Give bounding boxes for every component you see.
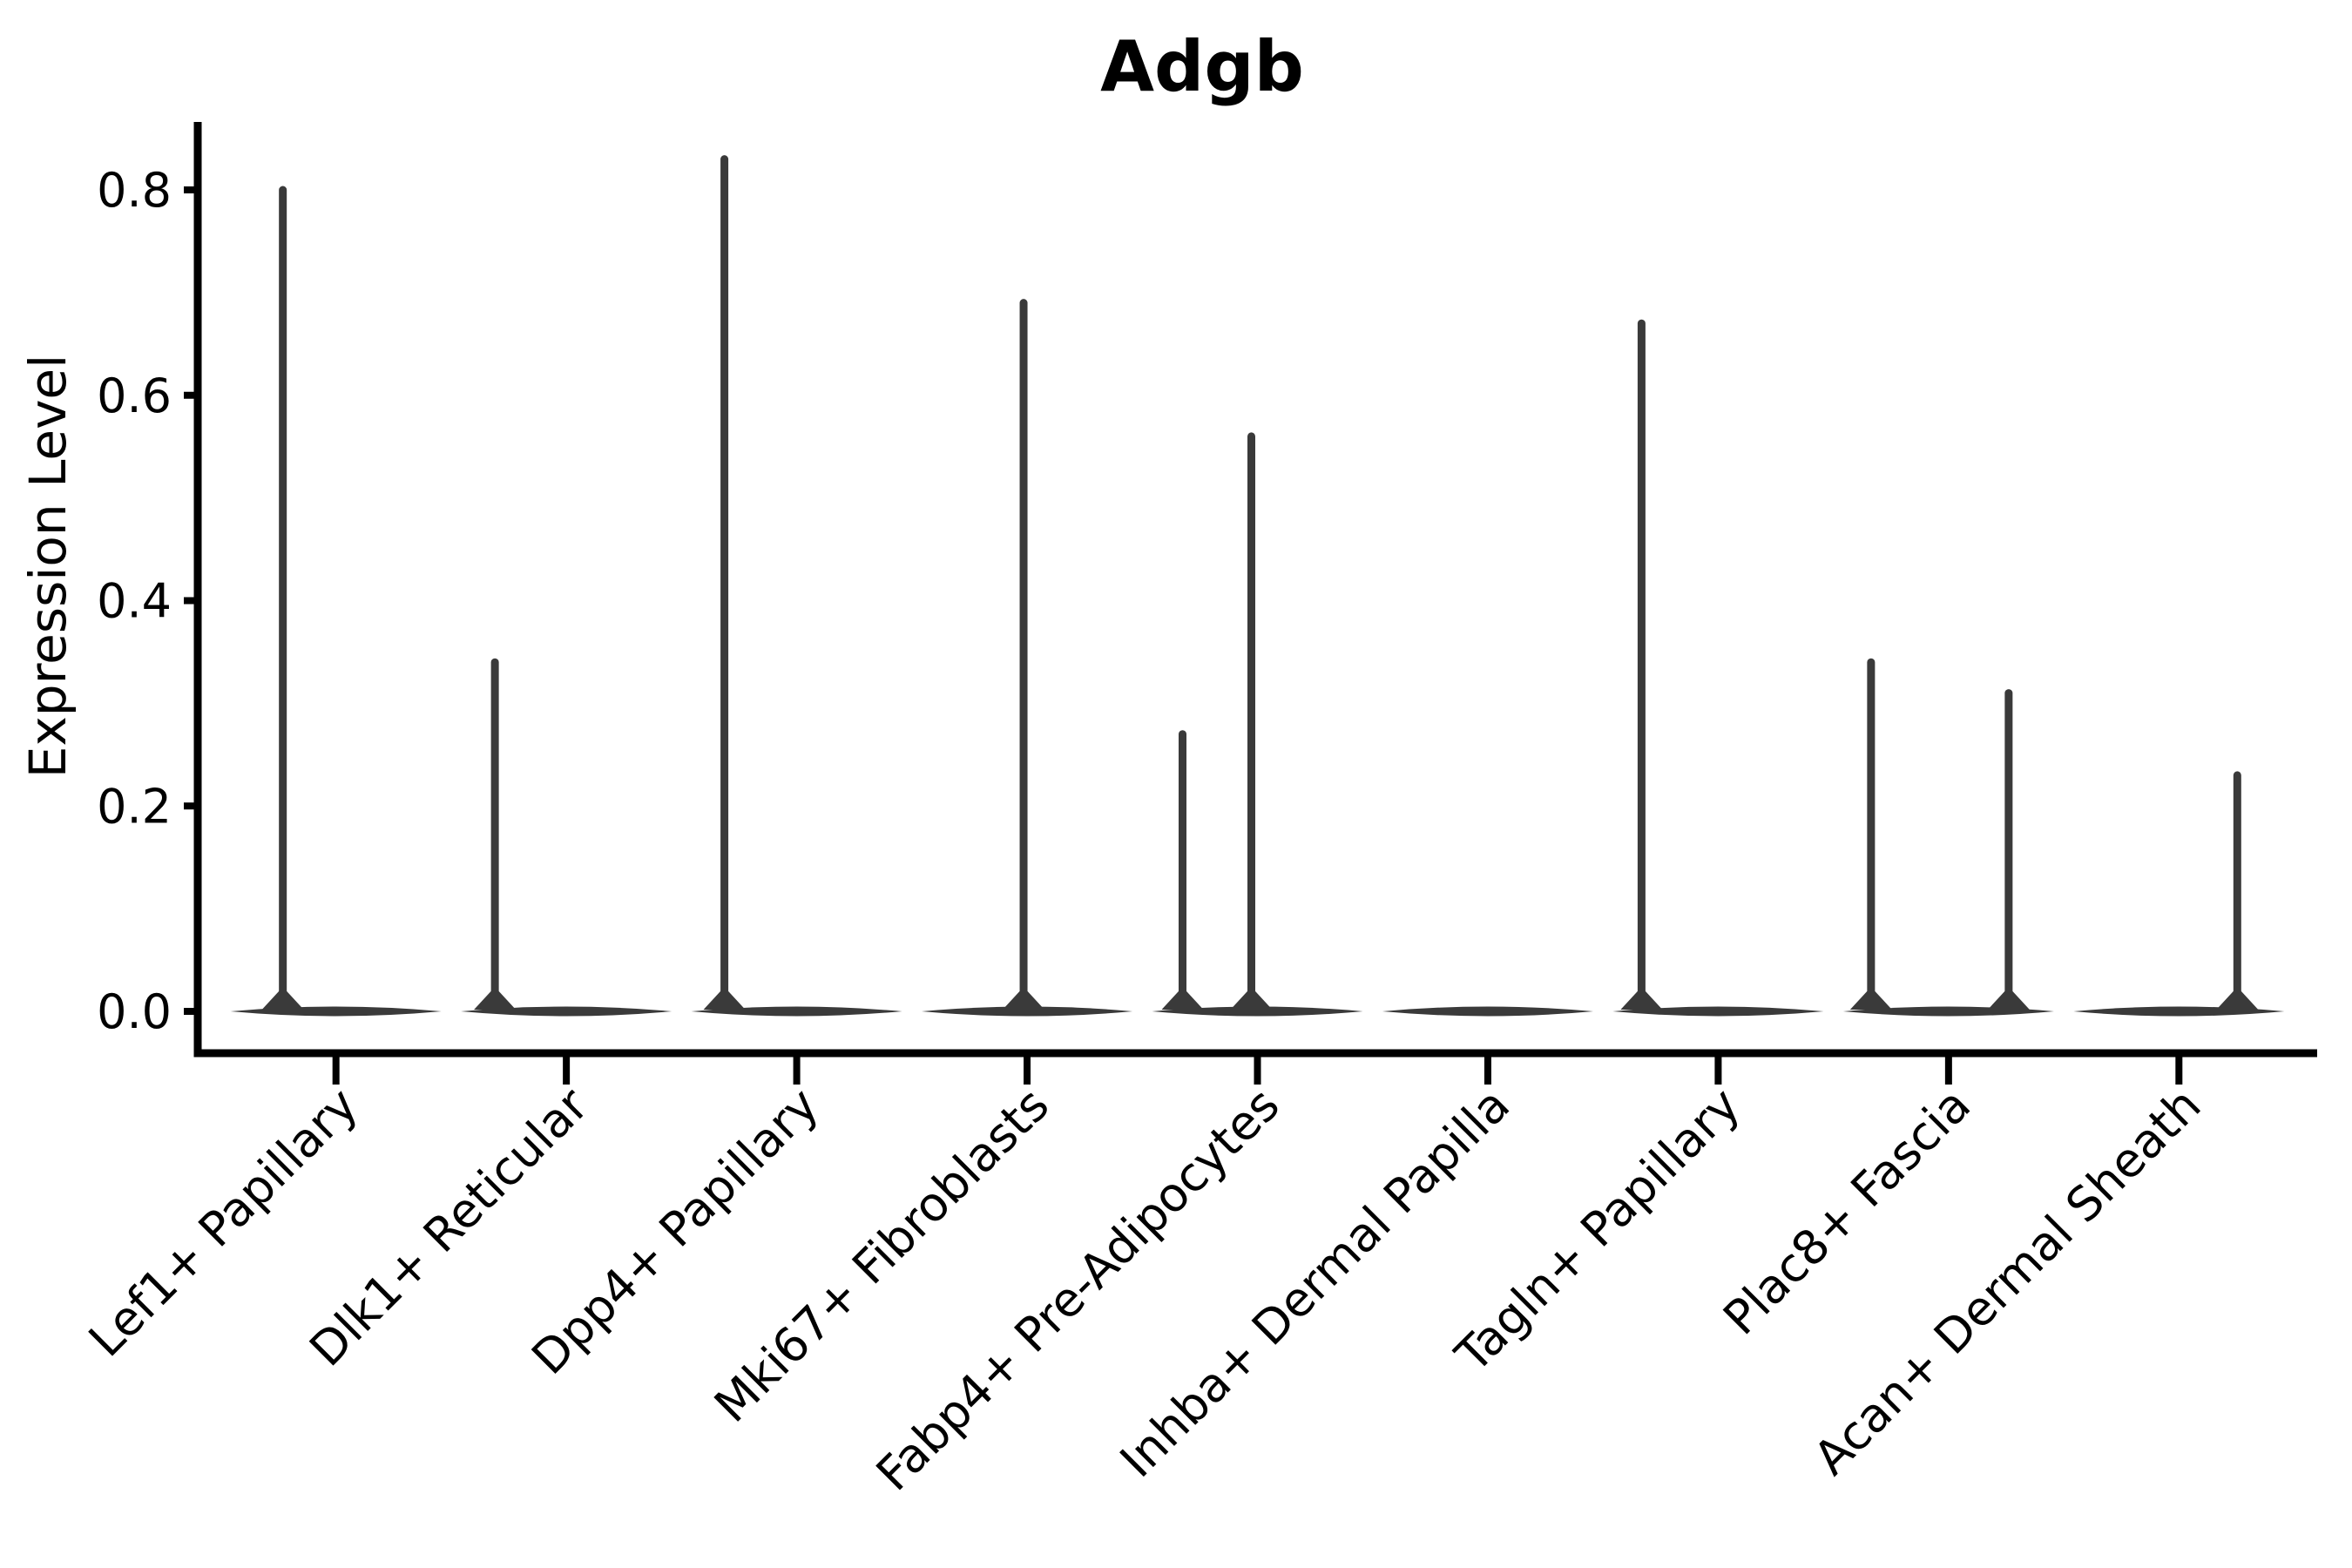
x-tick-label: Acan+ Dermal Sheath xyxy=(1803,1078,2211,1485)
y-axis-label: Expression Level xyxy=(18,354,78,779)
x-tick-label: Fabp4+ Pre-Adipocytes xyxy=(866,1078,1290,1502)
y-tick-label: 0.8 xyxy=(97,163,172,218)
y-tick-label: 0.4 xyxy=(97,574,172,629)
x-tick-label: Plac8+ Fascia xyxy=(1713,1078,1981,1346)
violin-zero-density xyxy=(1152,1006,1363,1017)
violin-zero-density xyxy=(1612,1006,1824,1017)
violin-zero-density xyxy=(922,1006,1133,1017)
y-tick-label: 0.2 xyxy=(97,779,172,834)
y-tick-label: 0.6 xyxy=(97,368,172,423)
x-tick-label: Inhba+ Dermal Papilla xyxy=(1110,1078,1520,1488)
violin-zero-density xyxy=(230,1006,442,1017)
chart-title: Adgb xyxy=(1100,26,1304,107)
y-tick-label: 0.0 xyxy=(97,984,172,1039)
violin-zero-density xyxy=(1382,1006,1593,1017)
